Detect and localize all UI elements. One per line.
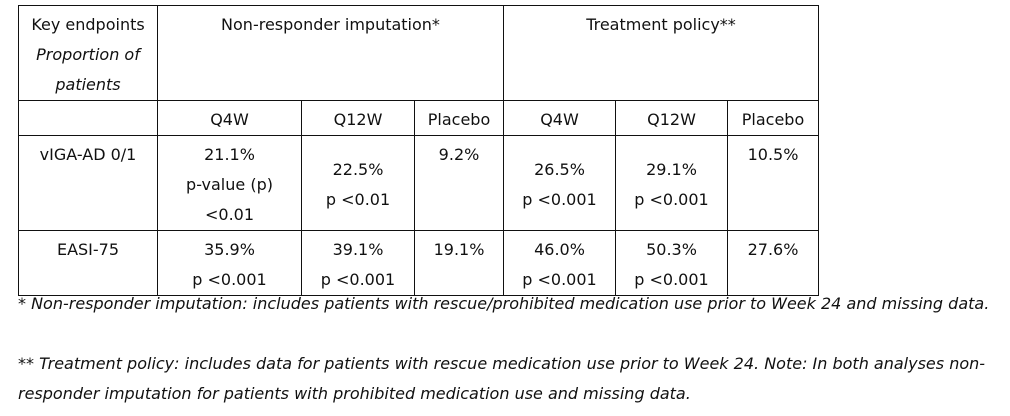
row-label: EASI-75	[18, 230, 158, 296]
percentage-value: 19.1%	[433, 240, 485, 259]
p-value: <0.01	[204, 205, 255, 224]
endpoints-table: Key endpoints Proportion of patients Non…	[18, 5, 819, 296]
value-cell: 9.2%	[414, 135, 504, 231]
footnote-treatment-policy: ** Treatment policy: includes data for p…	[18, 354, 986, 403]
value-cell: 27.6%	[727, 230, 819, 296]
subheader-row: Q4W Q12W Placebo Q4W Q12W Placebo	[18, 100, 819, 136]
value-cell: 21.1% p-value (p) <0.01	[157, 135, 302, 231]
p-value: p <0.001	[522, 270, 597, 289]
percentage-value: 27.6%	[747, 240, 799, 259]
subheader: Placebo	[414, 100, 504, 136]
empty-subheader	[18, 100, 158, 136]
value-cell: 19.1%	[414, 230, 504, 296]
percentage-value: 21.1%	[204, 145, 255, 164]
p-value: p <0.001	[320, 270, 396, 289]
value-cell: 26.5% p <0.001	[503, 135, 616, 231]
header-row: Key endpoints Proportion of patients Non…	[18, 5, 819, 101]
p-value: p <0.001	[192, 270, 267, 289]
proportion-label: Proportion of patients	[36, 45, 140, 94]
value-cell: 39.1% p <0.001	[301, 230, 415, 296]
percentage-value: 22.5%	[332, 160, 384, 179]
percentage-value: 9.2%	[438, 145, 480, 164]
key-endpoints-header: Key endpoints Proportion of patients	[18, 5, 158, 101]
key-endpoints-label: Key endpoints	[31, 15, 145, 34]
subheader: Placebo	[727, 100, 819, 136]
value-cell: 29.1% p <0.001	[615, 135, 728, 231]
p-value: p <0.001	[634, 270, 709, 289]
p-value: p <0.001	[634, 190, 709, 209]
row-label: vIGA-AD 0/1	[18, 135, 158, 231]
p-value: p <0.001	[522, 190, 597, 209]
nri-group-header: Non-responder imputation*	[157, 5, 504, 101]
value-cell: 10.5%	[727, 135, 819, 231]
footnote-nri: * Non-responder imputation: includes pat…	[18, 294, 990, 313]
treatment-policy-group-header: Treatment policy**	[503, 5, 819, 101]
percentage-value: 26.5%	[534, 160, 585, 179]
percentage-value: 46.0%	[534, 240, 585, 259]
percentage-value: 39.1%	[332, 240, 384, 259]
p-value: p-value (p)	[186, 175, 273, 194]
percentage-value: 50.3%	[646, 240, 697, 259]
subheader: Q12W	[301, 100, 415, 136]
value-cell: 46.0% p <0.001	[503, 230, 616, 296]
percentage-value: 10.5%	[747, 145, 799, 164]
p-value: p <0.01	[325, 190, 391, 209]
value-cell: 22.5% p <0.01	[301, 135, 415, 231]
percentage-value: 29.1%	[646, 160, 697, 179]
subheader: Q12W	[615, 100, 728, 136]
percentage-value: 35.9%	[204, 240, 255, 259]
value-cell: 35.9% p <0.001	[157, 230, 302, 296]
table-row: EASI-75 35.9% p <0.001 39.1% p <0.001 19.1% 46…	[18, 230, 819, 296]
value-cell: 50.3% p <0.001	[615, 230, 728, 296]
subheader: Q4W	[503, 100, 616, 136]
subheader: Q4W	[157, 100, 302, 136]
table-row: vIGA-AD 0/1 21.1% p-value (p) <0.01 22.5% p <…	[18, 135, 819, 231]
